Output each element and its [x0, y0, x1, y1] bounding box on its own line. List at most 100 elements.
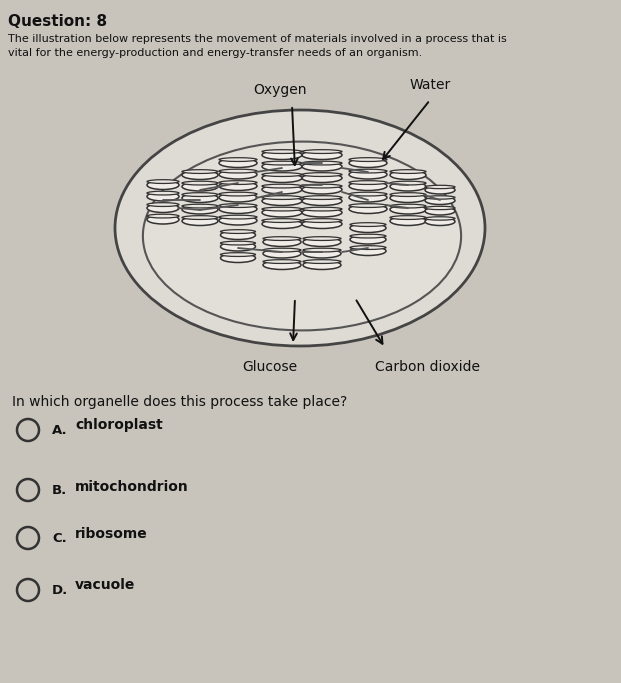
Ellipse shape [182, 217, 218, 225]
Ellipse shape [219, 204, 257, 208]
Ellipse shape [143, 141, 461, 331]
Ellipse shape [425, 186, 455, 194]
Ellipse shape [390, 217, 426, 225]
Ellipse shape [147, 203, 179, 206]
Ellipse shape [182, 193, 218, 197]
Ellipse shape [263, 238, 301, 247]
Ellipse shape [302, 162, 342, 171]
Ellipse shape [262, 196, 302, 199]
Ellipse shape [350, 223, 386, 227]
Ellipse shape [220, 253, 255, 262]
Ellipse shape [219, 204, 257, 214]
Ellipse shape [303, 238, 341, 247]
Text: Glucose: Glucose [242, 360, 297, 374]
Ellipse shape [219, 170, 257, 179]
Ellipse shape [262, 185, 302, 194]
Text: The illustration below represents the movement of materials involved in a proces: The illustration below represents the mo… [8, 34, 507, 44]
Ellipse shape [425, 185, 455, 189]
Ellipse shape [350, 247, 386, 255]
Ellipse shape [350, 235, 386, 244]
Ellipse shape [219, 182, 257, 191]
Ellipse shape [425, 206, 455, 210]
Ellipse shape [349, 204, 387, 214]
Ellipse shape [390, 193, 426, 202]
Ellipse shape [262, 208, 302, 217]
Ellipse shape [219, 169, 257, 173]
Text: C.: C. [52, 531, 66, 544]
Ellipse shape [262, 150, 302, 160]
Ellipse shape [303, 249, 341, 258]
Ellipse shape [147, 192, 179, 201]
Ellipse shape [147, 180, 179, 184]
Ellipse shape [425, 207, 455, 215]
Ellipse shape [182, 204, 218, 208]
Ellipse shape [425, 196, 455, 199]
Ellipse shape [303, 237, 341, 240]
Text: vacuole: vacuole [75, 578, 135, 592]
Ellipse shape [262, 162, 302, 171]
Text: chloroplast: chloroplast [75, 418, 163, 432]
Text: In which organelle does this process take place?: In which organelle does this process tak… [12, 395, 347, 409]
Ellipse shape [263, 248, 301, 252]
Ellipse shape [390, 181, 426, 185]
Ellipse shape [390, 182, 426, 191]
Ellipse shape [425, 217, 455, 225]
Ellipse shape [182, 205, 218, 214]
Text: Water: Water [409, 78, 451, 92]
Ellipse shape [302, 207, 342, 211]
Ellipse shape [147, 204, 179, 212]
Ellipse shape [182, 181, 218, 185]
Ellipse shape [303, 260, 341, 270]
Ellipse shape [390, 169, 426, 173]
Ellipse shape [302, 219, 342, 229]
Ellipse shape [390, 204, 426, 208]
Ellipse shape [302, 184, 342, 188]
Ellipse shape [263, 260, 301, 270]
Ellipse shape [303, 248, 341, 252]
Ellipse shape [302, 219, 342, 223]
Ellipse shape [262, 207, 302, 211]
Ellipse shape [262, 173, 302, 176]
Ellipse shape [302, 185, 342, 194]
Ellipse shape [219, 192, 257, 196]
Ellipse shape [263, 237, 301, 240]
Ellipse shape [302, 150, 342, 160]
Ellipse shape [349, 182, 387, 191]
Ellipse shape [262, 219, 302, 223]
Ellipse shape [350, 234, 386, 238]
Text: vital for the energy-production and energy-transfer needs of an organism.: vital for the energy-production and ener… [8, 48, 422, 58]
Ellipse shape [115, 110, 485, 346]
Ellipse shape [219, 216, 257, 225]
Ellipse shape [302, 173, 342, 176]
Text: Carbon dioxide: Carbon dioxide [375, 360, 480, 374]
Ellipse shape [182, 193, 218, 202]
Ellipse shape [390, 216, 426, 219]
Ellipse shape [220, 241, 255, 245]
Ellipse shape [349, 158, 387, 161]
Ellipse shape [262, 219, 302, 229]
Ellipse shape [263, 260, 301, 264]
Ellipse shape [262, 184, 302, 188]
Ellipse shape [182, 169, 218, 173]
Ellipse shape [262, 197, 302, 206]
Ellipse shape [425, 197, 455, 204]
Ellipse shape [349, 193, 387, 202]
Ellipse shape [262, 150, 302, 154]
Ellipse shape [219, 181, 257, 184]
Text: Oxygen: Oxygen [253, 83, 307, 97]
Ellipse shape [219, 158, 257, 167]
Ellipse shape [147, 180, 179, 189]
Ellipse shape [219, 215, 257, 219]
Ellipse shape [302, 161, 342, 165]
Ellipse shape [303, 260, 341, 264]
Ellipse shape [147, 214, 179, 218]
Ellipse shape [147, 191, 179, 195]
Ellipse shape [349, 169, 387, 173]
Ellipse shape [390, 193, 426, 197]
Ellipse shape [182, 216, 218, 219]
Ellipse shape [182, 182, 218, 191]
Ellipse shape [390, 171, 426, 180]
Ellipse shape [390, 205, 426, 214]
Ellipse shape [349, 192, 387, 196]
Ellipse shape [350, 223, 386, 232]
